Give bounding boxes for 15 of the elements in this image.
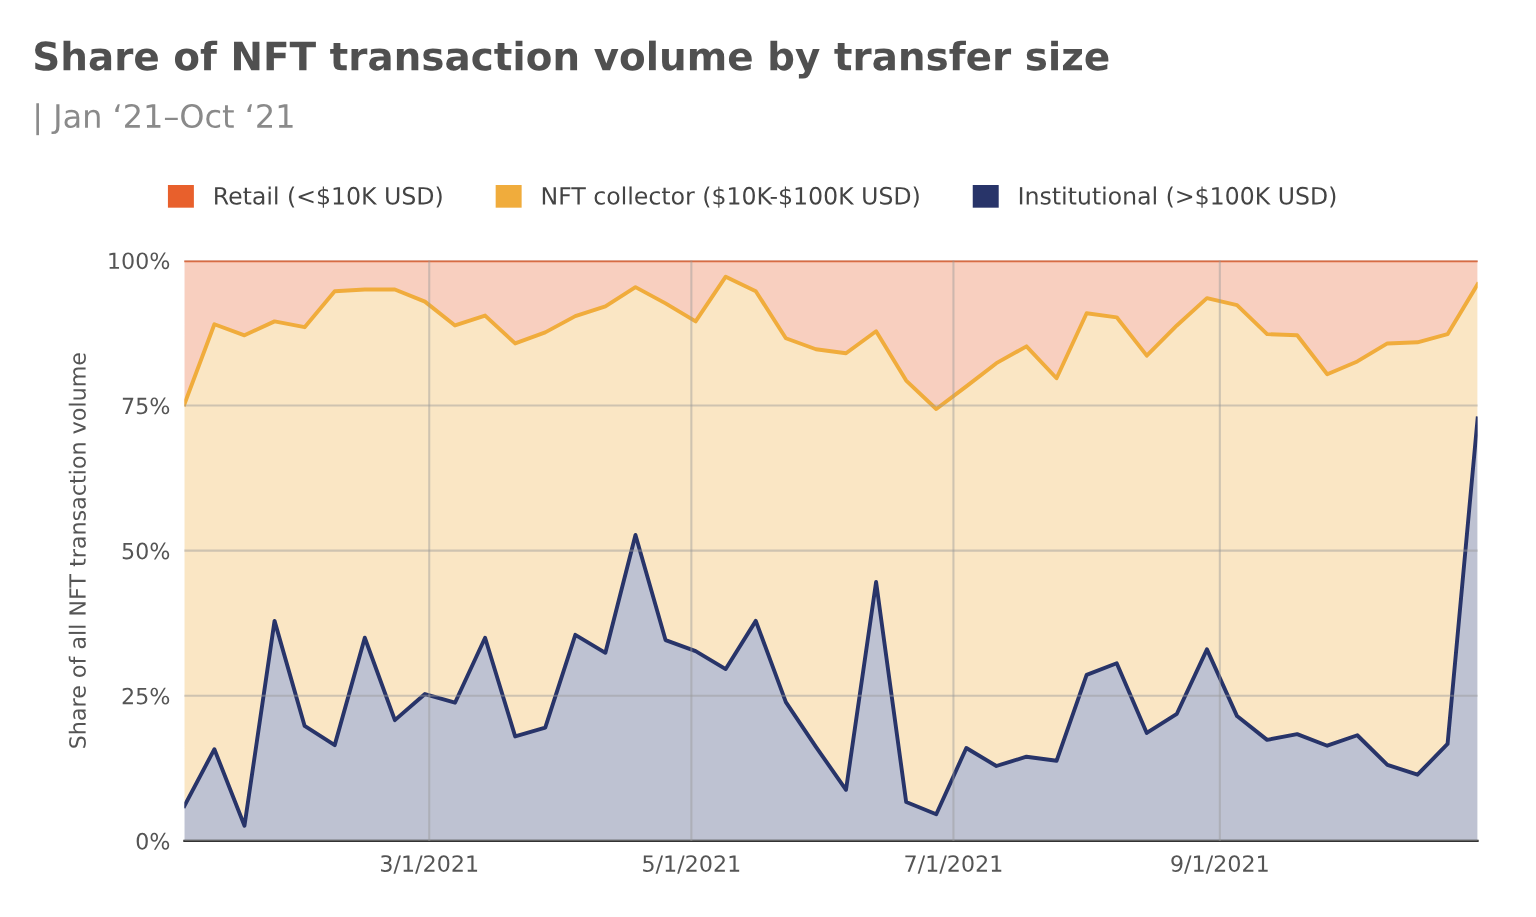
y-tick-label: 100%	[109, 252, 170, 270]
y-axis-title: Share of all NFT transaction volume	[68, 353, 86, 748]
x-tick-label: 9/1/2021	[1171, 855, 1268, 874]
y-tick-label: 0%	[136, 832, 170, 850]
x-tick-label: 5/1/2021	[643, 855, 740, 874]
legend-label: Institutional (>$100K USD)	[1019, 186, 1336, 208]
y-tick-label: 50%	[122, 542, 170, 560]
chart-subtitle: | Jan ‘21–Oct ‘21	[36, 103, 293, 136]
y-tick-label: 75%	[122, 397, 170, 415]
legend-label: NFT collector ($10K-$100K USD)	[542, 186, 919, 208]
x-tick-label: 7/1/2021	[905, 855, 1002, 874]
chart-title: Share of NFT transaction volume by transfer size	[35, 40, 1109, 79]
y-tick-label: 25%	[122, 687, 170, 705]
x-tick-label: 3/1/2021	[381, 855, 478, 874]
legend-label: Retail (<$10K USD)	[215, 186, 442, 208]
